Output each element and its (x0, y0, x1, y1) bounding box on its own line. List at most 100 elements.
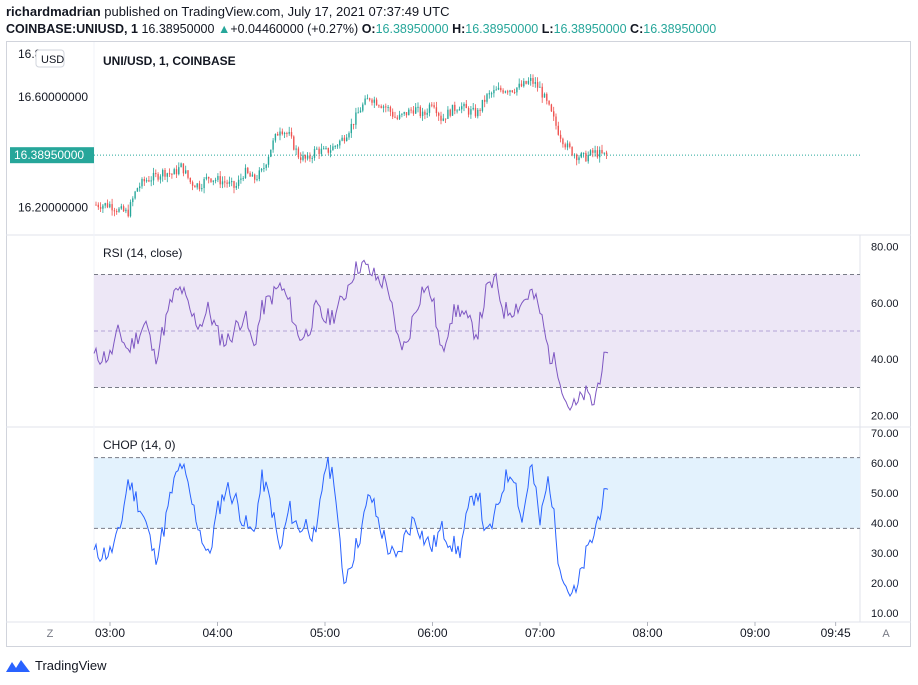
candle-body (490, 93, 493, 95)
candle-body (214, 179, 217, 181)
candle-body (311, 157, 313, 159)
candle-body (511, 90, 513, 92)
candle-body (479, 109, 481, 111)
candle-body (442, 118, 444, 121)
candle-body (449, 109, 451, 116)
candle-body (509, 90, 511, 93)
candle-body (472, 107, 474, 110)
author-name[interactable]: richardmadrian (6, 4, 101, 19)
candle-body (513, 91, 516, 93)
candle-body (249, 173, 251, 177)
low-value: 16.38950000 (553, 22, 627, 36)
open-label: O: (361, 22, 376, 36)
candle-body (235, 185, 237, 188)
candle-body (435, 107, 438, 114)
candle-body (196, 183, 198, 188)
candle-body (295, 148, 297, 150)
candle-body (458, 109, 461, 111)
candle-body (168, 173, 171, 175)
candle-body (566, 143, 569, 148)
candle-body (102, 205, 104, 209)
candle-body (500, 87, 502, 91)
candle-body (224, 181, 226, 183)
candle-body (373, 99, 375, 103)
candle-body (191, 182, 194, 186)
candle-body (341, 137, 343, 141)
last-price-tag (10, 147, 94, 164)
candle-body (185, 170, 187, 174)
candle-body (587, 154, 589, 162)
zoom-button[interactable] (42, 625, 58, 641)
candle-body (352, 123, 355, 125)
candle-body (297, 148, 300, 158)
candle-body (417, 106, 419, 108)
candle-body (226, 182, 228, 184)
ohlc-line: COINBASE:UNIUSD, 1 16.38950000 ▲+0.04460… (6, 22, 716, 36)
candle-body (118, 208, 120, 212)
candle-body (316, 148, 318, 150)
candle-body (454, 104, 456, 111)
price-tick-label: 16.20000000 (18, 200, 88, 214)
candle-body (256, 179, 258, 181)
candle-body (605, 152, 608, 155)
candle-body (182, 163, 185, 174)
candle-body (596, 150, 599, 158)
candle-body (486, 94, 488, 102)
price-change: +0.04460000 (+0.27%) (230, 22, 359, 36)
candle-body (180, 163, 182, 168)
candle-body (132, 198, 134, 203)
candle-body (178, 167, 180, 175)
candle-body (159, 176, 162, 180)
candle-body (520, 83, 523, 87)
candle-body (346, 137, 348, 142)
candle-body (592, 150, 594, 153)
candle-body (507, 91, 509, 93)
candle-body (493, 90, 495, 94)
candle-body (405, 112, 408, 116)
candle-body (548, 100, 550, 105)
candle-body (219, 176, 221, 185)
candle-body (97, 204, 99, 208)
candle-body (270, 149, 272, 157)
rsi-title: RSI (14, close) (103, 246, 182, 260)
candle-body (481, 99, 484, 111)
candle-body (426, 112, 428, 115)
candle-body (477, 109, 479, 117)
candle-body (424, 111, 426, 115)
time-tick-label: 05:00 (310, 626, 340, 640)
price-tick-label: 16.60000000 (18, 90, 88, 104)
footer-brand[interactable]: TradingView (35, 658, 107, 673)
candle-body (277, 133, 279, 136)
candle-body (366, 98, 369, 100)
candle-body (272, 140, 274, 150)
currency-badge (35, 49, 65, 68)
candle-body (99, 207, 102, 209)
auto-scale-button[interactable] (878, 625, 894, 641)
candle-body (408, 109, 410, 116)
candle-body (143, 179, 145, 182)
chop-tick-label: 50.00 (871, 488, 899, 500)
candle-body (205, 176, 208, 179)
candle-body (279, 131, 281, 136)
close-label: C: (630, 22, 644, 36)
candle-body (111, 204, 113, 211)
candle-body (323, 148, 325, 150)
candle-body (474, 107, 477, 117)
candle-body (465, 103, 467, 109)
candle-body (242, 178, 244, 180)
candle-body (203, 178, 205, 189)
candle-body (166, 173, 168, 177)
candle-body (116, 211, 118, 213)
candle-body (318, 148, 320, 154)
candle-body (210, 178, 212, 182)
candle-body (371, 99, 373, 103)
candle-body (150, 180, 152, 182)
candle-body (258, 170, 260, 180)
candle-body (164, 169, 166, 177)
candle-body (134, 191, 136, 199)
candle-body (125, 209, 127, 212)
candle-body (569, 143, 571, 147)
candle-body (502, 90, 504, 93)
candle-body (288, 132, 290, 134)
